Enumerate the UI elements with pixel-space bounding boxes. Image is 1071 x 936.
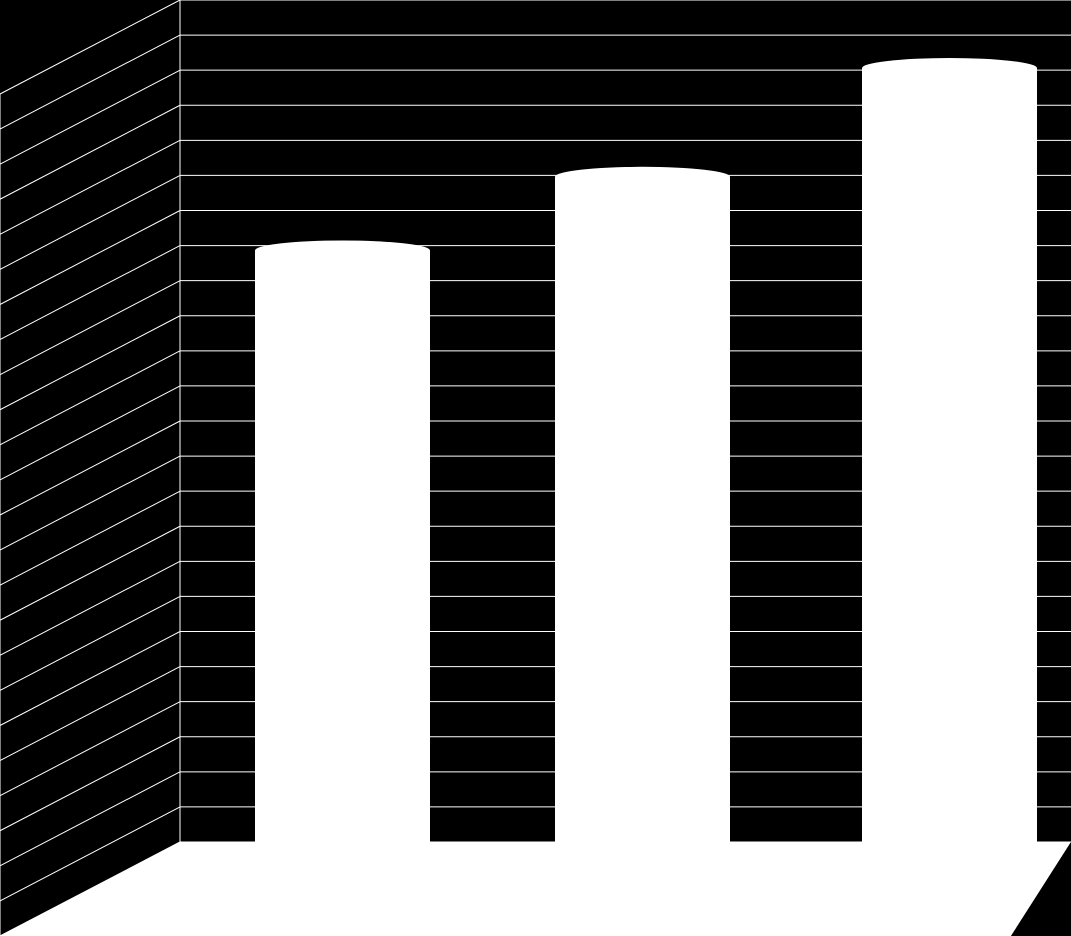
bar-chart-3d <box>0 0 1071 936</box>
chart-canvas <box>0 0 1071 936</box>
